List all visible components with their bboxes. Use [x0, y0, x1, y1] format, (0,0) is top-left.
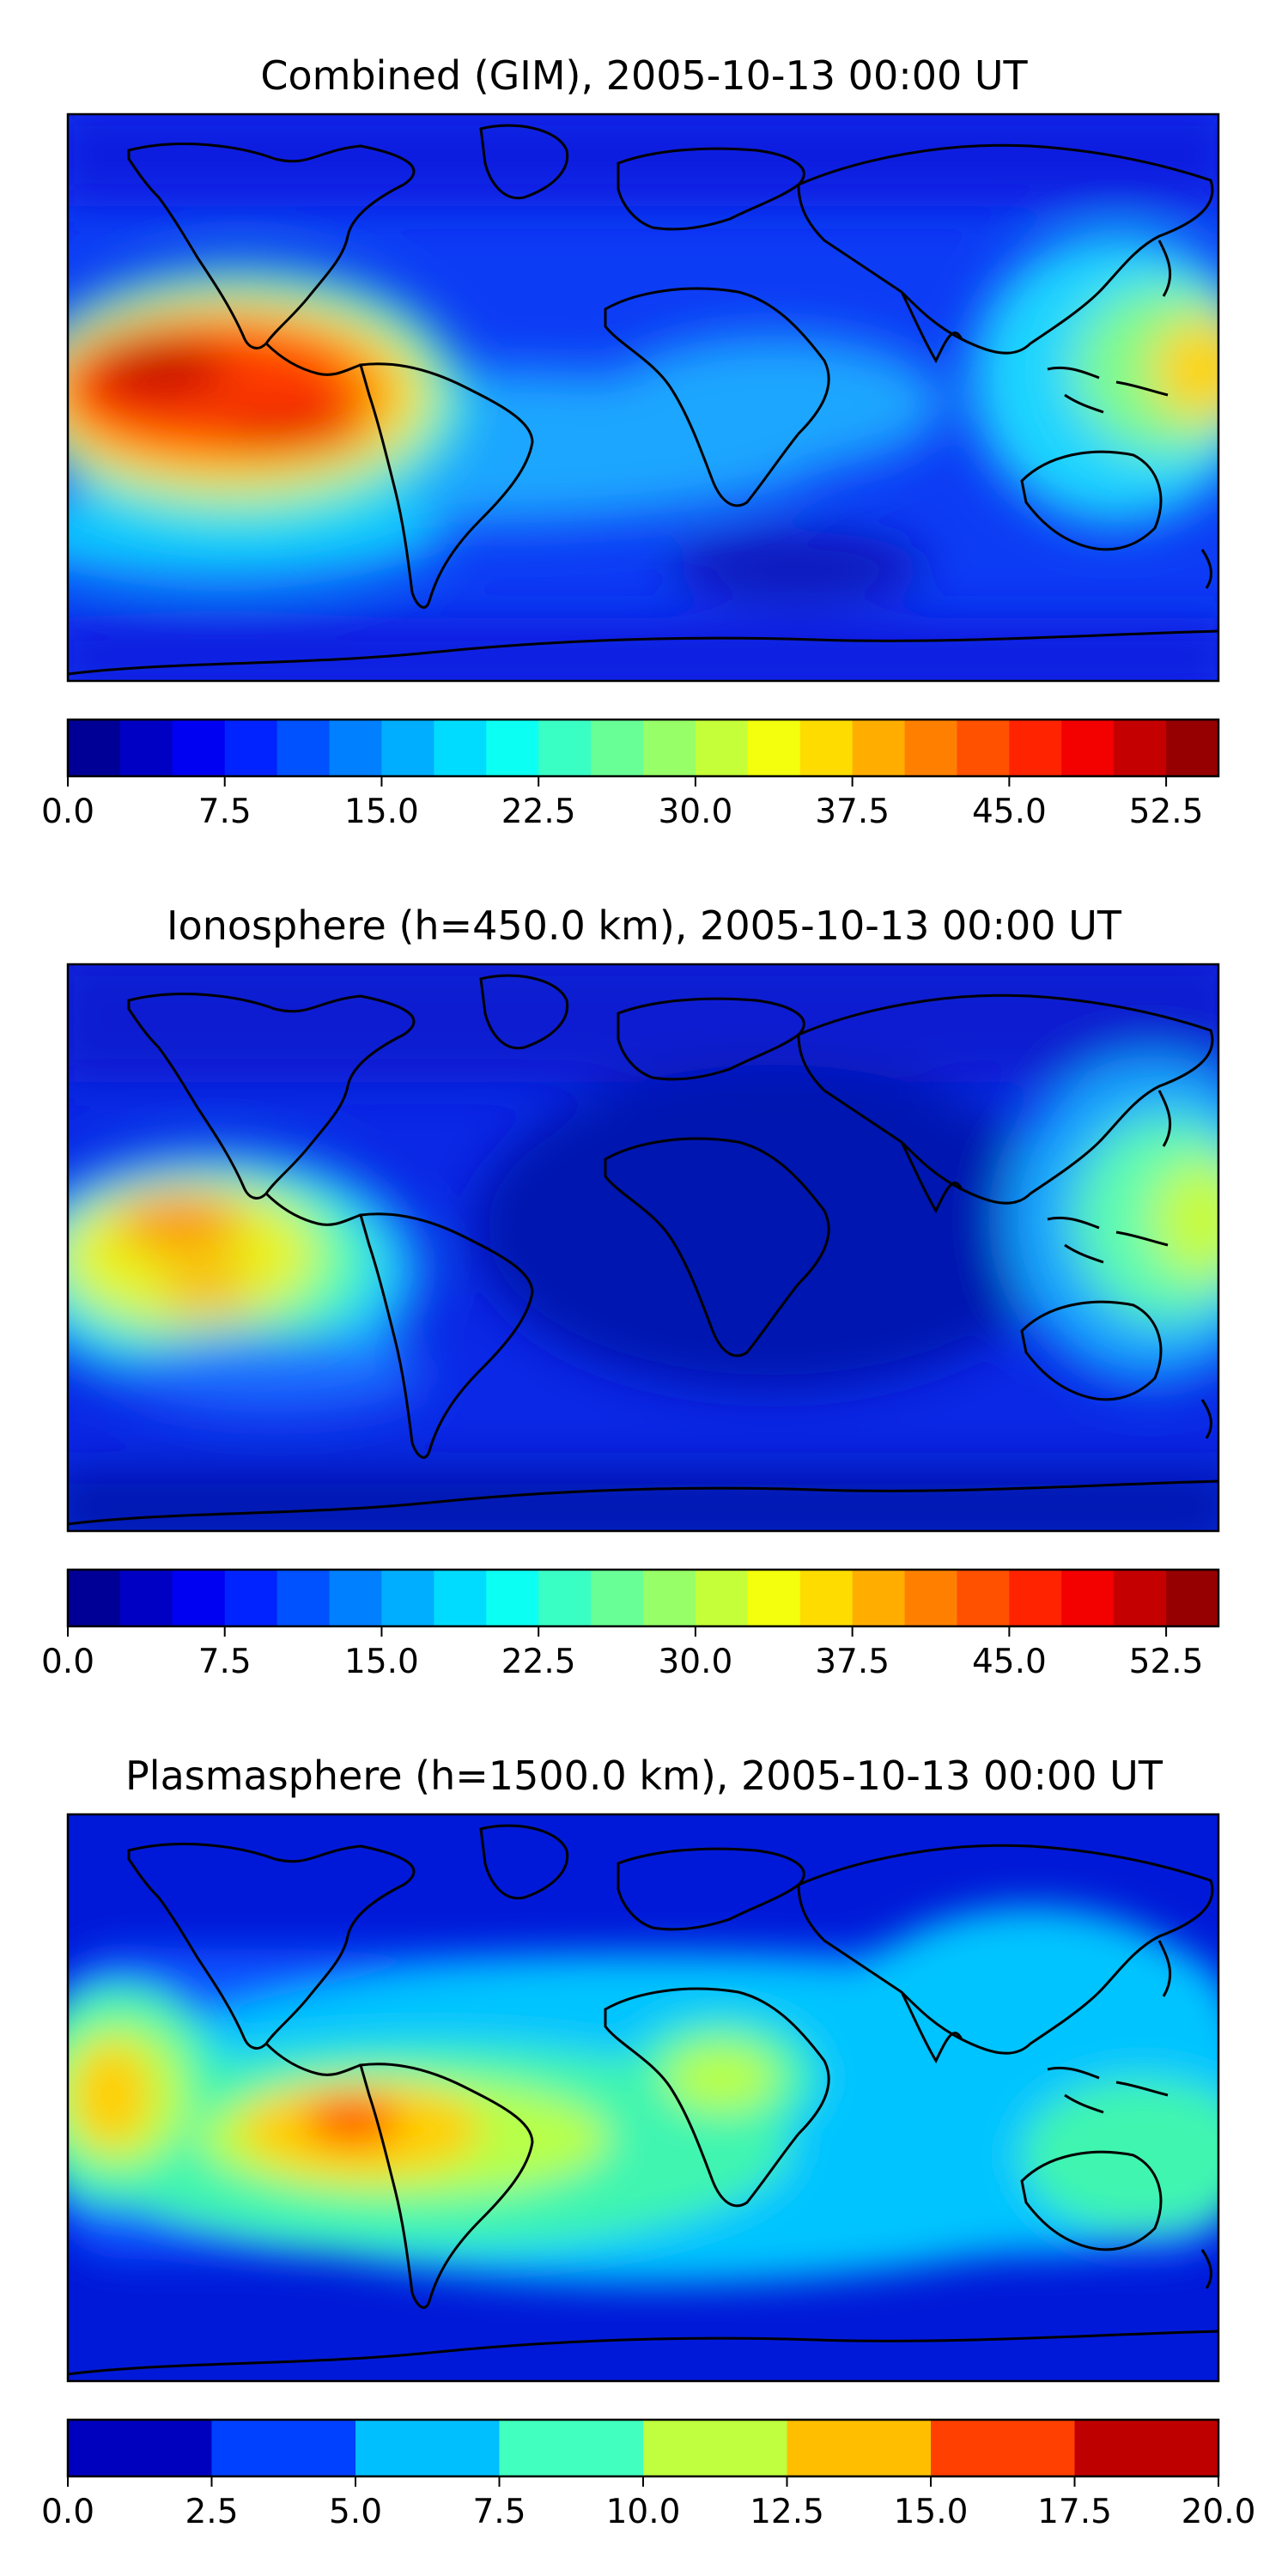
gim-colorbar: 0.0 7.5 15.0 22.5 30.0 37.5 45.0 52.5 — [41, 718, 1220, 831]
colorbar-tick-label: 30.0 — [658, 793, 732, 831]
colorbar-frame — [66, 2418, 1220, 2478]
colorbar-segment — [852, 720, 906, 776]
colorbar-segment — [1166, 720, 1219, 776]
colorbar-segment — [695, 1570, 749, 1626]
colorbar-segment — [486, 1570, 539, 1626]
colorbar-segment — [591, 1570, 644, 1626]
colorbar-tick-label: 17.5 — [1037, 2493, 1112, 2531]
colorbar-tick-label: 15.0 — [344, 1643, 419, 1681]
colorbar-segment — [68, 1570, 121, 1626]
colorbar-tick-label: 37.5 — [815, 793, 890, 831]
colorbar-tick-label: 22.5 — [501, 1643, 576, 1681]
colorbar-tick-label: 30.0 — [658, 1643, 732, 1681]
colorbar-segment — [591, 720, 644, 776]
colorbar-segment — [957, 720, 1010, 776]
colorbar-tick-label: 12.5 — [750, 2493, 824, 2531]
colorbar-segment — [329, 1570, 383, 1626]
colorbar-segment — [355, 2420, 501, 2476]
colorbar-tick-label: 52.5 — [1129, 1643, 1204, 1681]
colorbar-tick-label: 45.0 — [972, 793, 1047, 831]
colorbar-frame — [66, 718, 1220, 778]
colorbar-segment — [1009, 720, 1062, 776]
colorbar-segment — [787, 2420, 932, 2476]
colorbar-segment — [329, 720, 383, 776]
coastlines — [68, 124, 1218, 676]
colorbar-tick-label: 22.5 — [501, 793, 576, 831]
colorbar-segment — [499, 2420, 644, 2476]
colorbar-tick-label: 0.0 — [41, 793, 94, 831]
colorbar-tick-label: 15.0 — [344, 793, 419, 831]
colorbar-segment — [957, 1570, 1010, 1626]
panel-title-gim: Combined (GIM), 2005-10-13 00:00 UT — [260, 52, 1028, 99]
map-frame — [66, 112, 1220, 683]
coastlines — [68, 1824, 1218, 2376]
colorbar-segment — [1074, 2420, 1219, 2476]
colorbar-segment — [1009, 1570, 1062, 1626]
colorbar-segment — [538, 1570, 592, 1626]
map-frame — [66, 1813, 1220, 2383]
colorbar-segment — [381, 1570, 434, 1626]
colorbar-segment — [224, 720, 278, 776]
colorbar-segment — [538, 720, 592, 776]
colorbar-segment — [1061, 720, 1115, 776]
colorbar-segment — [68, 2420, 213, 2476]
colorbar-tick-label: 0.0 — [41, 2493, 94, 2531]
colorbar-tick-label: 7.5 — [198, 1643, 252, 1681]
colorbar-frame — [66, 1568, 1220, 1628]
colorbar-segment — [799, 1570, 854, 1626]
colorbar-segment — [643, 720, 696, 776]
colorbar-segment — [1114, 1570, 1167, 1626]
colorbar-segment — [434, 1570, 487, 1626]
colorbar-segment — [211, 2420, 356, 2476]
plasmasphere-colorbar: 0.0 2.5 5.0 7.5 10.0 12.5 15.0 17.5 20.0 — [41, 2418, 1256, 2531]
colorbar-segment — [434, 720, 487, 776]
plasmasphere-contour-field — [68, 1814, 1218, 2381]
colorbar-segment — [276, 720, 331, 776]
colorbar-segment — [747, 720, 801, 776]
colorbar-segment — [643, 2420, 788, 2476]
panel-title-plasmasphere: Plasmasphere (h=1500.0 km), 2005-10-13 0… — [125, 1753, 1163, 1799]
colorbar-segment — [852, 1570, 906, 1626]
colorbar-segment — [904, 1570, 958, 1626]
colorbar-segment — [1166, 1570, 1219, 1626]
panel-title-ionosphere: Ionosphere (h=450.0 km), 2005-10-13 00:0… — [167, 902, 1121, 949]
colorbar-segment — [904, 720, 958, 776]
colorbar-segment — [643, 1570, 696, 1626]
colorbar-segment — [747, 1570, 801, 1626]
colorbar-segment — [119, 1570, 173, 1626]
ionosphere-contour-field — [68, 964, 1218, 1531]
colorbar-segment — [381, 720, 434, 776]
colorbar-tick-label: 7.5 — [198, 793, 252, 831]
colorbar-segment — [695, 720, 749, 776]
ionosphere-colorbar: 0.0 7.5 15.0 22.5 30.0 37.5 45.0 52.5 — [41, 1568, 1220, 1681]
colorbar-segment — [799, 720, 854, 776]
coastlines — [68, 974, 1218, 1526]
colorbar-tick-label: 37.5 — [815, 1643, 890, 1681]
colorbar-tick-label: 5.0 — [329, 2493, 382, 2531]
colorbar-segment — [276, 1570, 331, 1626]
map-frame — [66, 963, 1220, 1533]
gim-contour-field — [68, 114, 1218, 681]
colorbar-segment — [172, 720, 226, 776]
colorbar-tick-label: 0.0 — [41, 1643, 94, 1681]
colorbar-segment — [486, 720, 539, 776]
colorbar-tick-label: 7.5 — [472, 2493, 526, 2531]
colorbar-segment — [172, 1570, 226, 1626]
colorbar-tick-label: 45.0 — [972, 1643, 1047, 1681]
colorbar-tick-label: 20.0 — [1182, 2493, 1256, 2531]
colorbar-tick-label: 2.5 — [185, 2493, 238, 2531]
colorbar-segment — [68, 720, 121, 776]
colorbar-tick-label: 10.0 — [606, 2493, 681, 2531]
colorbar-segment — [1061, 1570, 1115, 1626]
colorbar-segment — [119, 720, 173, 776]
colorbar-tick-label: 15.0 — [894, 2493, 969, 2531]
colorbar-segment — [1114, 720, 1167, 776]
colorbar-tick-label: 52.5 — [1129, 793, 1204, 831]
colorbar-segment — [224, 1570, 278, 1626]
colorbar-segment — [931, 2420, 1076, 2476]
